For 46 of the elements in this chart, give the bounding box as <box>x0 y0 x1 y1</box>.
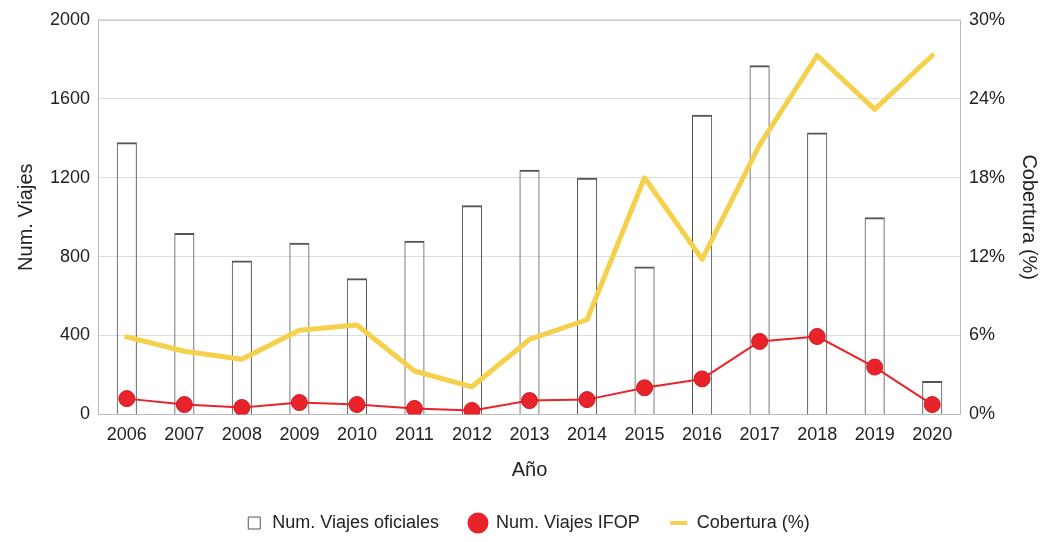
x-tick-label: 2017 <box>739 424 780 445</box>
point <box>693 370 711 388</box>
point <box>348 396 366 414</box>
point <box>290 394 308 412</box>
y2-tick-label: 24% <box>968 87 1005 108</box>
y-tick-label: 2000 <box>50 8 91 29</box>
y2-axis-title: Cobertura (%) <box>1019 154 1042 280</box>
x-tick-label: 2010 <box>336 424 377 445</box>
y2-tick-label: 12% <box>968 245 1005 266</box>
x-tick-label: 2020 <box>912 424 953 445</box>
y-tick-label: 1600 <box>50 87 91 108</box>
x-tick-label: 2008 <box>221 424 262 445</box>
point <box>521 392 539 410</box>
point <box>866 358 884 376</box>
point <box>405 399 423 415</box>
x-tick-label: 2019 <box>854 424 895 445</box>
x-tick-label: 2006 <box>106 424 147 445</box>
y2-tick-label: 6% <box>968 324 995 345</box>
legend-label: Num. Viajes IFOP <box>496 511 640 532</box>
x-tick-label: 2013 <box>509 424 550 445</box>
y2-tick-label: 30% <box>968 8 1005 29</box>
legend-label: Cobertura (%) <box>696 511 810 532</box>
legend-label: Num. Viajes oficiales <box>272 511 440 532</box>
y-axis-title: Num. Viajes <box>13 163 36 271</box>
x-tick-label: 2012 <box>451 424 492 445</box>
point <box>118 390 136 408</box>
x-tick-label: 2014 <box>567 424 608 445</box>
x-tick-label: 2018 <box>797 424 838 445</box>
x-tick-label: 2011 <box>395 424 434 445</box>
point <box>751 332 769 350</box>
x-tick-label: 2016 <box>682 424 723 445</box>
point <box>175 396 193 414</box>
point <box>808 328 826 346</box>
y2-tick-label: 18% <box>968 166 1005 187</box>
point <box>233 399 251 415</box>
y2-tick-label: 0% <box>968 403 995 424</box>
y-tick-label: 800 <box>60 245 91 266</box>
x-tick-label: 2009 <box>279 424 320 445</box>
point <box>578 391 596 409</box>
x-tick-label: 2015 <box>624 424 665 445</box>
y-tick-label: 1200 <box>50 166 91 187</box>
y-tick-label: 400 <box>60 324 91 345</box>
x-axis-title: Año <box>511 457 548 480</box>
point <box>636 379 654 397</box>
x-tick-label: 2007 <box>164 424 205 445</box>
y-tick-label: 0 <box>80 403 91 424</box>
